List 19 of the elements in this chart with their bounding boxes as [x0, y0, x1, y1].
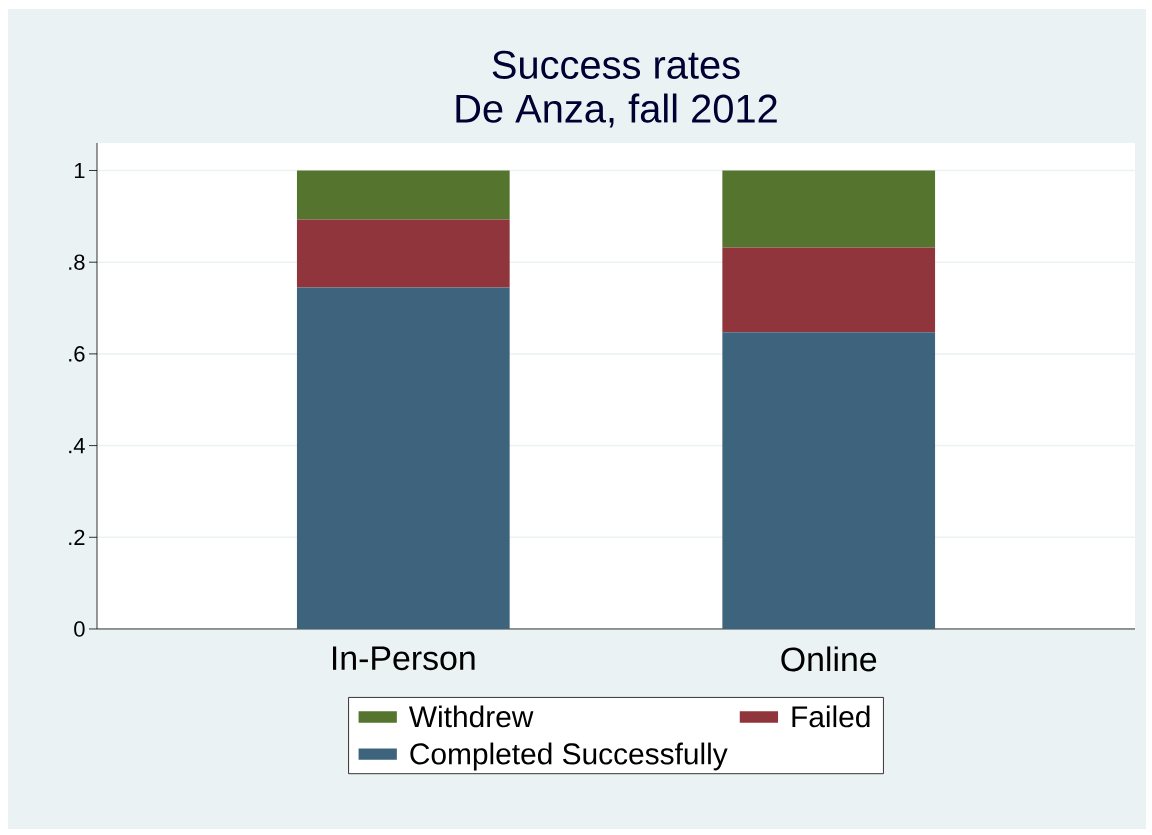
chart-title: Success rates: [492, 50, 740, 79]
y-tick-label: .6: [69, 346, 85, 362]
bar: [722, 247, 936, 333]
legend-label: Failed: [792, 705, 870, 728]
y-tick-label: .2: [69, 529, 85, 545]
y-tick-label: 1: [74, 162, 85, 179]
bar: [296, 287, 510, 629]
bar: [722, 332, 936, 629]
bar: [722, 170, 936, 248]
legend-label: Completed Successfully: [410, 742, 728, 771]
x-tick-label: Online: [781, 646, 877, 672]
chart-subtitle: De Anza, fall 2012: [456, 93, 777, 128]
y-tick-label: 0: [74, 621, 85, 637]
legend-label: Withdrew: [408, 705, 534, 728]
y-tick-label: .4: [69, 438, 85, 454]
x-tick-label: In-Person: [333, 646, 475, 671]
y-tick-label: .8: [69, 254, 85, 270]
bar: [296, 170, 510, 220]
bar: [296, 219, 510, 288]
